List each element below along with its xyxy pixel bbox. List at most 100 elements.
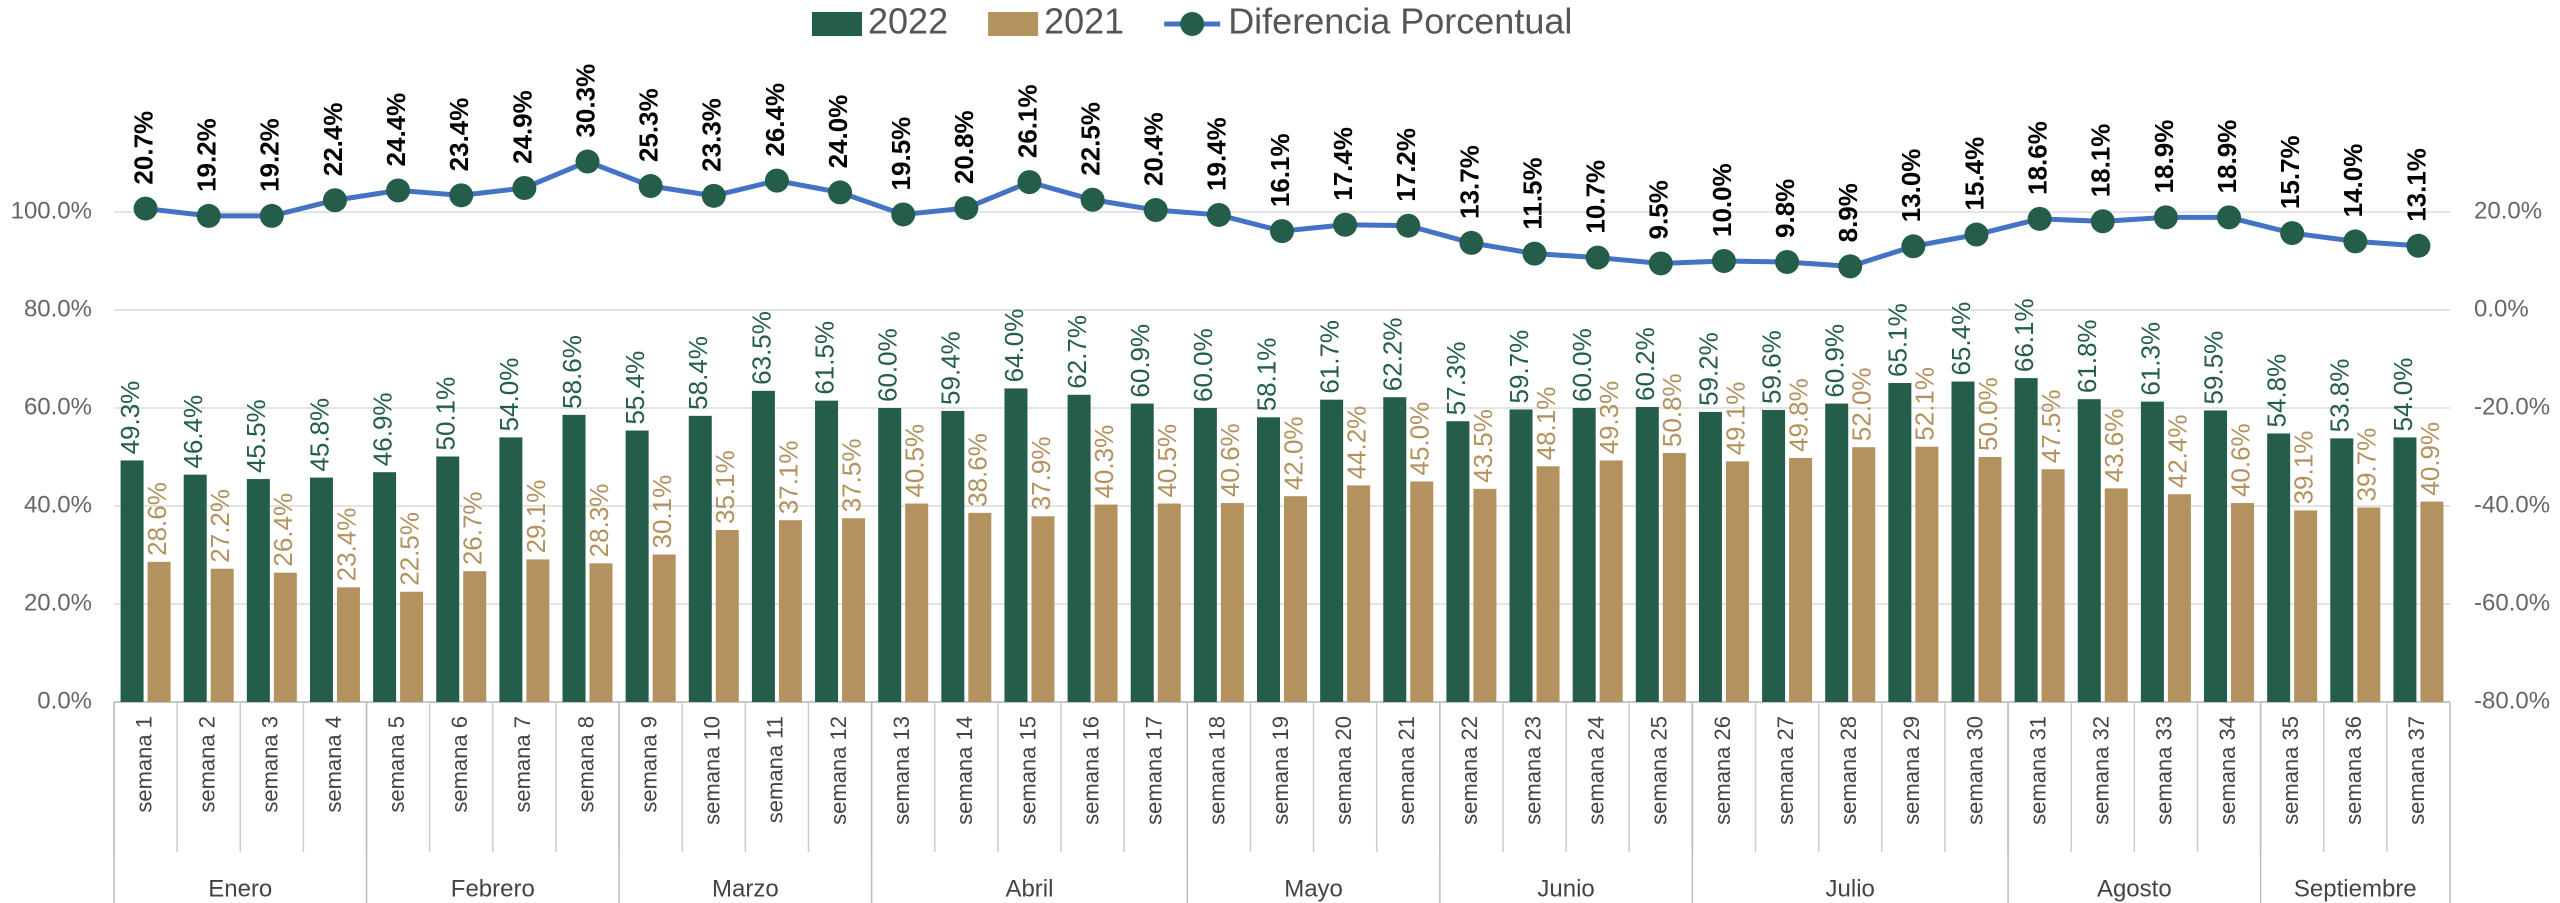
legend-label: 2022 (868, 1, 948, 42)
marker (323, 188, 347, 212)
x-tick-label: semana 27 (1773, 716, 1798, 825)
data-label: 20.4% (1139, 112, 1169, 186)
data-label: 58.4% (683, 336, 713, 410)
x-tick-label: semana 20 (1331, 716, 1356, 825)
bar (815, 401, 838, 702)
data-label: 54.0% (2388, 358, 2418, 432)
bar (1762, 410, 1785, 702)
bar (2015, 378, 2038, 702)
data-label: 65.4% (1946, 302, 1976, 376)
bar (1537, 466, 1560, 702)
bar (1347, 485, 1370, 702)
bar (1410, 482, 1433, 703)
marker (765, 169, 789, 193)
bar (1158, 504, 1181, 702)
legend-swatch (988, 12, 1038, 36)
data-label: 13.0% (1896, 149, 1926, 223)
bar (1068, 395, 1091, 702)
bar (1888, 383, 1911, 702)
y2-tick-label: -60.0% (2474, 589, 2550, 616)
data-label: 40.3% (1089, 425, 1119, 499)
data-label: 59.6% (1756, 330, 1786, 404)
bar (1726, 461, 1749, 702)
bar (337, 587, 360, 702)
bar (499, 437, 522, 702)
data-label: 26.7% (458, 491, 488, 565)
bar (1573, 408, 1596, 702)
x-tick-label: semana 17 (1142, 716, 1167, 825)
marker (386, 178, 410, 202)
data-label: 59.4% (936, 331, 966, 405)
bar (310, 478, 333, 702)
bar (2330, 438, 2353, 702)
group-label: Septiembre (2294, 875, 2417, 902)
x-tick-label: semana 22 (1457, 716, 1482, 825)
bar (1789, 458, 1812, 702)
bar (274, 573, 297, 702)
data-label: 50.1% (431, 377, 461, 451)
data-label: 30.1% (647, 475, 677, 549)
data-label: 40.5% (900, 424, 930, 498)
marker (1207, 203, 1231, 227)
data-label: 49.8% (1783, 378, 1813, 452)
data-label: 43.6% (2099, 409, 2129, 483)
data-label: 50.0% (1973, 377, 2003, 451)
bar (1852, 447, 1875, 702)
data-label: 40.5% (1152, 424, 1182, 498)
x-tick-label: semana 19 (1268, 716, 1293, 825)
data-label: 45.0% (1405, 402, 1435, 476)
group-label: Enero (208, 875, 272, 902)
bar (1257, 417, 1280, 702)
group-label: Abril (1005, 875, 1053, 902)
x-tick-label: semana 36 (2341, 716, 2366, 825)
data-label: 16.1% (1265, 133, 1295, 207)
bar (184, 475, 207, 702)
data-label: 39.1% (2289, 431, 2319, 505)
bar (2231, 503, 2254, 702)
x-tick-label: semana 35 (2278, 716, 2303, 825)
y-tick-label: 40.0% (24, 491, 92, 518)
data-label: 66.1% (2009, 298, 2039, 372)
marker (954, 196, 978, 220)
marker (1712, 249, 1736, 273)
data-label: 46.9% (367, 392, 397, 466)
bar (1473, 489, 1496, 702)
data-label: 25.3% (634, 88, 664, 162)
bar (653, 555, 676, 702)
x-tick-label: semana 1 (131, 716, 156, 813)
data-label: 40.6% (2225, 423, 2255, 497)
bar (1221, 503, 1244, 702)
marker (1081, 188, 1105, 212)
data-label: 39.7% (2352, 428, 2382, 502)
data-label: 61.3% (2135, 322, 2165, 396)
data-label: 37.9% (1026, 437, 1056, 511)
marker (1964, 223, 1988, 247)
bar (1951, 382, 1974, 702)
y-tick-label: 60.0% (24, 393, 92, 420)
marker (2217, 205, 2241, 229)
bar (1131, 404, 1154, 702)
bar (148, 562, 171, 702)
legend-marker (1180, 12, 1204, 36)
data-label: 60.0% (873, 328, 903, 402)
bar (2168, 494, 2191, 702)
data-label: 19.2% (255, 118, 285, 192)
data-label: 23.4% (444, 98, 474, 172)
x-tick-label: semana 24 (1583, 716, 1608, 825)
marker (1333, 213, 1357, 237)
x-tick-label: semana 37 (2404, 716, 2429, 825)
marker (134, 197, 158, 221)
bar (842, 518, 865, 702)
bar (716, 530, 739, 702)
data-label: 61.5% (809, 321, 839, 395)
bar (2078, 399, 2101, 702)
bar (1095, 505, 1118, 702)
x-tick-label: semana 23 (1520, 716, 1545, 825)
bar (2420, 502, 2443, 702)
data-label: 49.3% (115, 381, 145, 455)
marker (1144, 198, 1168, 222)
y-tick-label: 0.0% (37, 687, 92, 714)
data-label: 58.1% (1251, 338, 1281, 412)
x-tick-label: semana 28 (1836, 716, 1861, 825)
data-label: 26.4% (760, 83, 790, 157)
